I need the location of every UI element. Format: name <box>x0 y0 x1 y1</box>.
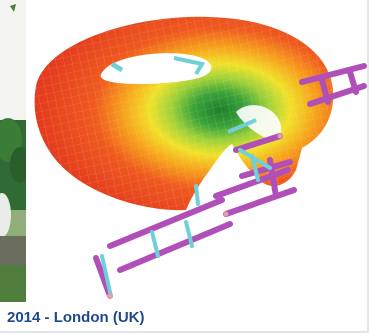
caption-label[interactable]: 2014 - London (UK) <box>7 309 145 326</box>
caption-bar: 2014 - London (UK) <box>0 302 369 333</box>
left-photo-thumbnail <box>0 0 26 302</box>
stress-analysis-model-image <box>26 0 369 302</box>
